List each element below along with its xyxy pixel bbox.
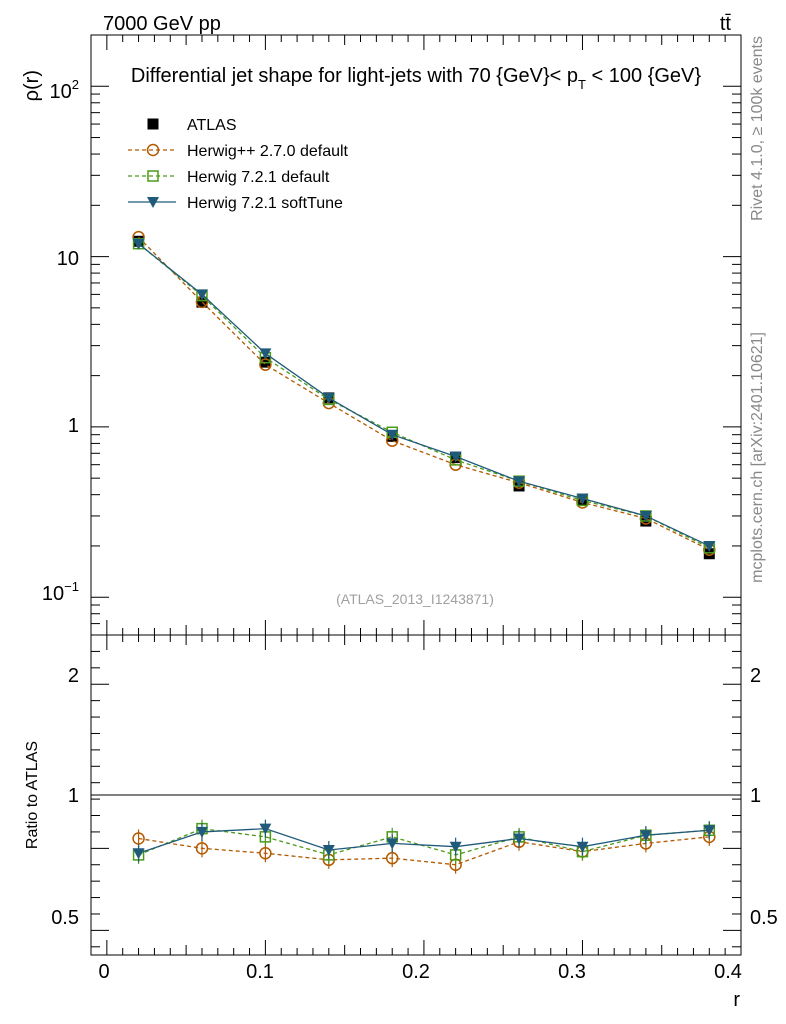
x-tick-label-0.2: 0.2 (402, 961, 430, 983)
data-point-herwig-7-2-1-softtune-0 (132, 238, 145, 250)
ratio-tick-label-0.5: 0.5 (51, 907, 79, 929)
chart-title-tail: < 100 {GeV} (586, 65, 701, 87)
ratio-point-herwig-2-7-0-default-4 (385, 851, 399, 865)
chart-title: Differential jet shape for light-jets wi… (131, 65, 701, 92)
ratio-tick-label-2: 2 (68, 665, 79, 687)
data-point-herwig-7-2-1-softtune-7 (576, 493, 589, 505)
x-tick-label-0.4: 0.4 (714, 961, 742, 983)
data-point-atlas-9 (703, 548, 715, 560)
ratio-tick-label-right-2: 2 (750, 665, 761, 687)
legend-label-atlas: ATLAS (187, 117, 237, 134)
ratio-point-herwig-7-2-1-softtune-1 (195, 826, 208, 838)
ratio-point-herwig-2-7-0-default-2 (259, 847, 272, 860)
axis-ticks (91, 34, 742, 955)
side-label-mcplots: mcplots.cern.ch [arXiv:2401.10621] (749, 332, 766, 583)
data-point-herwig-7-2-1-softtune-6 (513, 476, 526, 488)
ratio-point-herwig-2-7-0-default-1 (195, 842, 209, 855)
header-energy: 7000 GeV pp (103, 13, 221, 35)
y-tick-exp-100: 2 (72, 77, 79, 92)
ratio-point-herwig-7-2-1-softtune-7 (576, 841, 589, 853)
header-process: tt̄ (720, 13, 732, 35)
x-tick-label-0.3: 0.3 (558, 961, 586, 983)
y-tick-base-100: 10 (50, 81, 72, 103)
y-tick-label-100: 102 (50, 77, 79, 103)
legend-marker-atlas (147, 118, 159, 130)
y-tick-label-10: 10 (57, 248, 79, 270)
ratio-y-axis-label: Ratio to ATLAS (24, 741, 41, 849)
x-tick-label-0: 0 (98, 961, 109, 983)
ratio-line-herwig-7-2-1-softtune (138, 827, 710, 854)
x-axis-label: r (733, 989, 740, 1011)
legend-label-herwigpp: Herwig++ 2.7.0 default (187, 143, 349, 160)
legend-label-herwig7-default: Herwig 7.2.1 default (187, 169, 330, 186)
legend (128, 118, 176, 208)
legend-marker-herwig-2-7-0-default (146, 143, 160, 157)
chart-title-sub: T (578, 77, 586, 92)
legend-label-herwig7-softtune: Herwig 7.2.1 softTune (187, 195, 343, 212)
y-tick-exp-0.1: −1 (64, 579, 79, 594)
data-point-herwig-7-2-1-softtune-5 (449, 451, 462, 463)
data-point-herwig-7-2-1-softtune-3 (322, 392, 335, 404)
ratio-point-herwig-7-2-1-softtune-8 (639, 830, 652, 842)
legend-marker-herwig-7-2-1-default (147, 170, 159, 182)
y-tick-label-1: 1 (68, 415, 79, 437)
ratio-point-herwig-2-7-0-default-0 (132, 832, 145, 845)
chart-title-main: Differential jet shape for light-jets wi… (131, 65, 578, 87)
data-point-herwig-7-2-1-softtune-2 (259, 348, 272, 360)
y-axis-label: ρ(r) (21, 70, 43, 101)
y-tick-label-0.1: 10−1 (42, 579, 79, 605)
ratio-tick-label-right-0.5: 0.5 (750, 907, 778, 929)
data-series (132, 230, 716, 874)
legend-marker-herwig-7-2-1-softtune (147, 197, 159, 208)
x-tick-label-0.1: 0.1 (246, 961, 274, 983)
ratio-point-herwig-7-2-1-softtune-5 (449, 841, 462, 853)
side-label-rivet: Rivet 4.1.0, ≥ 100k events (749, 36, 766, 221)
data-point-atlas-1 (196, 296, 208, 308)
ratio-point-herwig-7-2-1-softtune-0 (132, 848, 145, 860)
series-line-herwig-2-7-0-default (138, 236, 710, 551)
data-point-herwig-7-2-1-softtune-1 (195, 289, 208, 301)
ratio-tick-label-right-1: 1 (750, 785, 761, 807)
data-point-herwig-7-2-1-softtune-8 (639, 510, 652, 522)
ratio-point-herwig-7-2-1-softtune-4 (386, 838, 399, 850)
ratio-point-herwig-7-2-1-softtune-2 (259, 823, 272, 835)
data-point-herwig-7-2-1-softtune-4 (386, 429, 399, 441)
ratio-line-herwig-2-7-0-default (138, 836, 710, 866)
ratio-point-herwig-7-2-1-softtune-3 (322, 844, 335, 856)
y-tick-base-0.1: 10 (42, 583, 64, 605)
ratio-line-herwig-7-2-1-default (138, 827, 710, 856)
ratio-tick-label-1: 1 (68, 785, 79, 807)
analysis-watermark: (ATLAS_2013_I1243871) (336, 591, 494, 607)
data-point-herwig-7-2-1-softtune-9 (703, 540, 716, 552)
ratio-point-herwig-7-2-1-softtune-9 (703, 825, 716, 837)
series-line-herwig-7-2-1-softtune (138, 243, 710, 547)
ratio-point-herwig-7-2-1-softtune-6 (513, 833, 526, 845)
series-line-herwig-7-2-1-default (138, 243, 710, 549)
